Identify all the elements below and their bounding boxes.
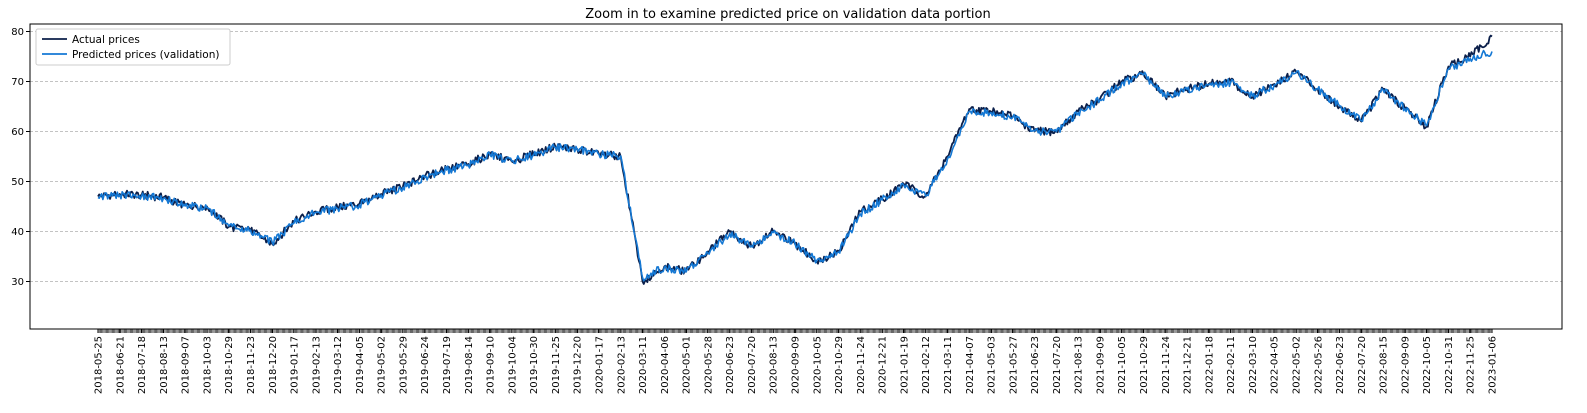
y-axis-ticks: 30 40 50 60 70 80 xyxy=(11,27,30,288)
x-tick-label: 2021-07-20 xyxy=(1052,336,1063,394)
x-tick-label: 2020-02-13 xyxy=(616,336,627,394)
x-tick-label: 2022-03-10 xyxy=(1248,336,1259,394)
legend-label-actual: Actual prices xyxy=(72,34,140,46)
x-tick-label: 2022-08-15 xyxy=(1379,336,1390,394)
x-tick-label: 2018-06-21 xyxy=(115,336,126,394)
x-tick-label: 2022-06-23 xyxy=(1335,336,1346,394)
y-tick-label: 60 xyxy=(11,127,24,138)
x-tick-label: 2020-07-20 xyxy=(747,336,758,394)
x-tick-label: 2020-05-28 xyxy=(703,336,714,394)
x-tick-label: 2019-03-12 xyxy=(333,336,344,394)
x-tick-label: 2020-12-21 xyxy=(878,336,889,394)
x-tick-label: 2021-01-19 xyxy=(899,336,910,394)
x-tick-label: 2019-09-10 xyxy=(486,336,497,394)
x-tick-label: 2019-06-24 xyxy=(420,336,431,394)
x-tick-label: 2022-05-02 xyxy=(1291,336,1302,394)
x-tick-label: 2021-05-03 xyxy=(987,336,998,394)
x-tick-label: 2022-04-05 xyxy=(1270,336,1281,394)
legend: Actual prices Predicted prices (validati… xyxy=(35,28,231,66)
x-tick-label: 2021-11-24 xyxy=(1161,336,1172,394)
x-tick-label: 2018-05-25 xyxy=(94,336,105,394)
y-tick-label: 70 xyxy=(11,77,24,88)
x-tick-label: 2019-08-14 xyxy=(464,336,475,394)
x-tick-label: 2023-01-06 xyxy=(1488,336,1499,394)
x-tick-label: 2021-12-21 xyxy=(1183,336,1194,394)
x-tick-label: 2022-01-18 xyxy=(1204,336,1215,394)
x-tick-label: 2020-11-24 xyxy=(856,336,867,394)
x-axis-ticks: 2018-05-25 2018-06-21 2018-07-18 2018-08-13… xyxy=(94,329,1499,394)
x-tick-label: 2020-10-29 xyxy=(834,336,845,394)
x-tick-label: 2018-08-13 xyxy=(159,336,170,394)
x-tick-label: 2022-11-25 xyxy=(1466,336,1477,394)
x-tick-label: 2022-05-26 xyxy=(1313,336,1324,394)
x-tick-label: 2019-12-20 xyxy=(573,336,584,394)
x-tick-label: 2019-07-19 xyxy=(442,336,453,394)
x-tick-label: 2020-03-11 xyxy=(638,336,649,394)
x-tick-label: 2018-10-29 xyxy=(224,336,235,394)
x-tick-label: 2022-10-05 xyxy=(1422,336,1433,394)
x-tick-label: 2019-05-02 xyxy=(377,336,388,394)
x-tick-label: 2021-08-13 xyxy=(1074,336,1085,394)
y-tick-label: 50 xyxy=(11,177,24,188)
x-tick-label: 2021-10-05 xyxy=(1117,336,1128,394)
x-tick-label: 2018-07-18 xyxy=(137,336,148,394)
x-tick-label: 2021-09-09 xyxy=(1095,336,1106,394)
y-tick-label: 30 xyxy=(11,277,24,288)
x-tick-label: 2019-11-25 xyxy=(551,336,562,394)
x-tick-label: 2021-10-29 xyxy=(1139,336,1150,394)
x-tick-label: 2022-07-20 xyxy=(1357,336,1368,394)
x-tick-label: 2019-10-30 xyxy=(529,336,540,394)
plot-frame xyxy=(29,23,1563,330)
x-tick-label: 2019-10-04 xyxy=(507,336,518,394)
x-tick-label: 2020-08-13 xyxy=(769,336,780,394)
x-minor-ticks xyxy=(97,329,1493,333)
x-tick-label: 2020-01-17 xyxy=(594,336,605,394)
x-tick-label: 2019-04-05 xyxy=(355,336,366,394)
x-tick-label: 2018-11-23 xyxy=(246,336,257,394)
x-tick-label: 2021-04-07 xyxy=(965,336,976,394)
y-tick-label: 80 xyxy=(11,27,24,38)
x-tick-label: 2019-05-29 xyxy=(398,336,409,394)
x-tick-label: 2021-06-23 xyxy=(1030,336,1041,394)
y-tick-label: 40 xyxy=(11,227,24,238)
x-tick-label: 2021-03-11 xyxy=(943,336,954,394)
x-tick-label: 2018-09-07 xyxy=(181,336,192,394)
x-tick-label: 2020-09-09 xyxy=(791,336,802,394)
x-tick-label: 2018-12-20 xyxy=(268,336,279,394)
x-tick-label: 2020-06-23 xyxy=(725,336,736,394)
x-tick-label: 2019-01-17 xyxy=(290,336,301,394)
x-tick-label: 2022-09-09 xyxy=(1400,336,1411,394)
series-lines xyxy=(97,34,1493,285)
x-tick-label: 2019-02-13 xyxy=(311,336,322,394)
chart-title: Zoom in to examine predicted price on va… xyxy=(585,7,990,22)
x-tick-label: 2020-04-06 xyxy=(660,336,671,394)
x-tick-label: 2018-10-03 xyxy=(202,336,213,394)
x-tick-label: 2022-10-31 xyxy=(1444,336,1455,394)
legend-box xyxy=(35,28,231,66)
x-tick-label: 2021-05-27 xyxy=(1008,336,1019,394)
x-tick-label: 2020-05-01 xyxy=(682,336,693,394)
x-tick-label: 2020-10-05 xyxy=(812,336,823,394)
x-tick-label: 2021-02-12 xyxy=(921,336,932,394)
x-tick-label: 2022-02-11 xyxy=(1226,336,1237,394)
legend-label-predicted: Predicted prices (validation) xyxy=(72,49,219,61)
series-line-predicted xyxy=(97,49,1493,282)
